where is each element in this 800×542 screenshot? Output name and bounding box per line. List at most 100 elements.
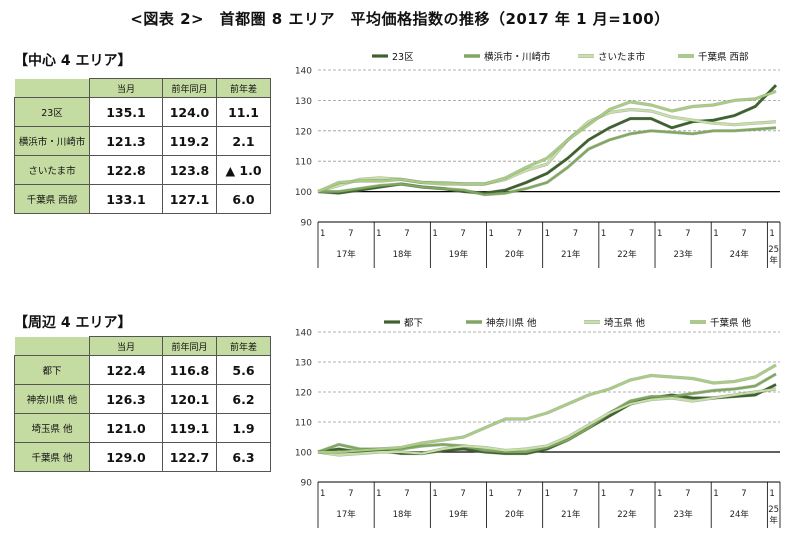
- x-year-label: 22年: [617, 509, 637, 520]
- x-year-label: 20年: [505, 249, 525, 260]
- cell-prev: 124.0: [162, 97, 217, 127]
- col-header: 前年差: [216, 78, 271, 98]
- x-year-label: 17年: [336, 509, 356, 520]
- y-tick-label: 120: [295, 389, 312, 399]
- row-label: 神奈川県 他: [14, 384, 90, 414]
- x-month-label: 1: [320, 229, 325, 239]
- x-year-label: 25: [768, 245, 779, 255]
- legend-label: 都下: [404, 318, 423, 329]
- peripheral-table: 当月 前年同月 前年差 都下 122.4 116.8 5.6 神奈川県 他 12…: [14, 336, 271, 472]
- series-outline: [317, 383, 777, 456]
- cell-diff: 6.3: [216, 442, 271, 472]
- table-row: 都下 122.4 116.8 5.6: [14, 355, 271, 385]
- y-tick-label: 100: [295, 188, 312, 198]
- peripheral-chart: 90 100 110 120 130 140 1 7 1 7 1 7 1 7 1 7 1 7 1 7 1 7 1 17年 18年…: [295, 317, 781, 528]
- x-month-label: 7: [348, 489, 353, 499]
- col-header: 当月: [89, 78, 163, 98]
- x-month-label: 7: [404, 489, 409, 499]
- table-row: 埼玉県 他 121.0 119.1 1.9: [14, 413, 271, 443]
- cell-diff: 5.6: [216, 355, 271, 385]
- x-month-label: 1: [376, 489, 381, 499]
- x-month-label: 7: [685, 229, 690, 239]
- cell-prev: 120.1: [162, 384, 217, 414]
- cell-diff: ▲ 1.0: [216, 155, 271, 185]
- row-label: 埼玉県 他: [14, 413, 90, 443]
- x-year-label: 24年: [730, 249, 750, 260]
- y-tick-label: 140: [295, 329, 312, 339]
- cell-current: 121.0: [89, 413, 163, 443]
- x-year-label: 23年: [673, 249, 693, 260]
- page-title: <図表 2> 首都圏 8 エリア 平均価格指数の推移（2017 年 1 月=10…: [130, 10, 670, 28]
- x-year-label: 17年: [336, 249, 356, 260]
- y-tick-label: 130: [295, 97, 312, 107]
- y-tick-label: 140: [295, 67, 312, 77]
- x-month-label: 7: [685, 489, 690, 499]
- cell-diff: 1.9: [216, 413, 271, 443]
- table-row: さいたま市 122.8 123.8 ▲ 1.0: [14, 155, 271, 185]
- row-label: 横浜市・川崎市: [14, 126, 90, 156]
- cell-prev: 119.2: [162, 126, 217, 156]
- x-month-label: 7: [460, 489, 465, 499]
- x-month-label: 1: [713, 489, 718, 499]
- table-row: 千葉県 他 129.0 122.7 6.3: [14, 442, 271, 472]
- x-year-label: 25: [768, 505, 779, 515]
- series-line: [318, 126, 777, 196]
- x-month-label: 1: [432, 229, 437, 239]
- col-header: 当月: [89, 336, 163, 356]
- x-month-label: 1: [489, 489, 494, 499]
- legend-label: さいたま市: [598, 51, 646, 63]
- cell-current: 121.3: [89, 126, 163, 156]
- x-year-label: 年: [769, 255, 778, 266]
- row-label: 千葉県 西部: [14, 184, 90, 214]
- col-header: 前年同月: [162, 78, 217, 98]
- cell-current: 129.0: [89, 442, 163, 472]
- cell-current: 122.8: [89, 155, 163, 185]
- x-year-label: 21年: [561, 509, 581, 520]
- x-month-label: 1: [769, 229, 774, 239]
- x-month-label: 7: [573, 489, 578, 499]
- y-tick-label: 90: [301, 219, 313, 229]
- x-month-label: 1: [657, 489, 662, 499]
- cell-current: 126.3: [89, 384, 163, 414]
- x-month-label: 1: [545, 229, 550, 239]
- x-month-label: 1: [376, 229, 381, 239]
- x-year-label: 24年: [730, 509, 750, 520]
- x-year-label: 18年: [393, 249, 413, 260]
- x-year-label: 19年: [449, 249, 469, 260]
- cell-diff: 6.2: [216, 384, 271, 414]
- central-chart: 90 100 110 120 130 140 1 7 1 7 1 7 1 7 1 7 1 7 1 7 1 7 1 17年 18年…: [295, 51, 781, 268]
- table-row: 横浜市・川崎市 121.3 119.2 2.1: [14, 126, 271, 156]
- series-line: [318, 364, 777, 453]
- x-month-label: 7: [404, 229, 409, 239]
- row-label: さいたま市: [14, 155, 90, 185]
- series-line: [317, 90, 777, 193]
- table-row: 23区 135.1 124.0 11.1: [14, 97, 271, 127]
- x-month-label: 7: [629, 489, 634, 499]
- x-month-label: 1: [545, 489, 550, 499]
- cell-current: 135.1: [89, 97, 163, 127]
- y-tick-label: 110: [295, 419, 312, 429]
- legend-label: 千葉県 他: [710, 317, 752, 329]
- y-tick-label: 90: [301, 479, 313, 489]
- x-month-label: 7: [741, 229, 746, 239]
- x-year-label: 19年: [449, 509, 469, 520]
- x-month-label: 1: [489, 229, 494, 239]
- x-month-label: 7: [629, 229, 634, 239]
- cell-prev: 127.1: [162, 184, 217, 214]
- central-table: 当月 前年同月 前年差 23区 135.1 124.0 11.1 横浜市・川崎市…: [14, 78, 271, 214]
- table-row: 神奈川県 他 126.3 120.1 6.2: [14, 384, 271, 414]
- central-heading: 【中心 4 エリア】: [14, 53, 132, 69]
- x-month-label: 1: [657, 229, 662, 239]
- col-header: 前年同月: [162, 336, 217, 356]
- y-tick-label: 130: [295, 359, 312, 369]
- y-tick-label: 110: [295, 158, 312, 168]
- series-outline: [318, 363, 777, 454]
- x-month-label: 1: [769, 489, 774, 499]
- x-month-label: 1: [601, 489, 606, 499]
- legend-label: 23区: [392, 52, 414, 63]
- x-year-label: 21年: [561, 249, 581, 260]
- table-row: 千葉県 西部 133.1 127.1 6.0: [14, 184, 271, 214]
- legend-label: 千葉県 西部: [698, 51, 749, 63]
- cell-diff: 6.0: [216, 184, 271, 214]
- x-month-label: 7: [460, 229, 465, 239]
